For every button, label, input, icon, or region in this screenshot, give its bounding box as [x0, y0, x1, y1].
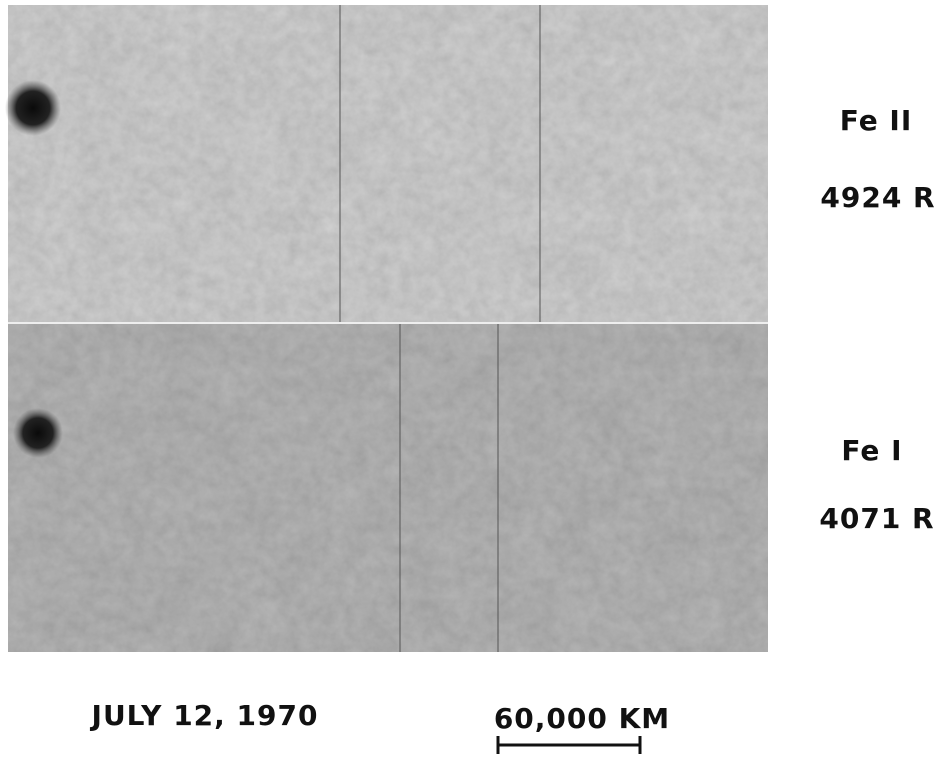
panel-line: Fe I: [841, 434, 902, 467]
figure: Fe II 4924 R Fe I 4071 R JULY 12, 1970 6…: [0, 0, 947, 757]
date: JULY 12, 1970: [90, 699, 319, 732]
top-image: [5, 5, 768, 322]
scale-bar: [498, 736, 640, 754]
scale-label: 60,000 KM: [494, 702, 670, 735]
page: Fe II 4924 R Fe I 4071 R JULY 12, 1970 6…: [0, 0, 947, 761]
panel-wavelength: 4071 R: [819, 502, 934, 535]
panel-wavelength: 4924 R: [820, 181, 935, 214]
panel-line: Fe II: [840, 104, 913, 137]
bottom-image: [8, 322, 768, 652]
